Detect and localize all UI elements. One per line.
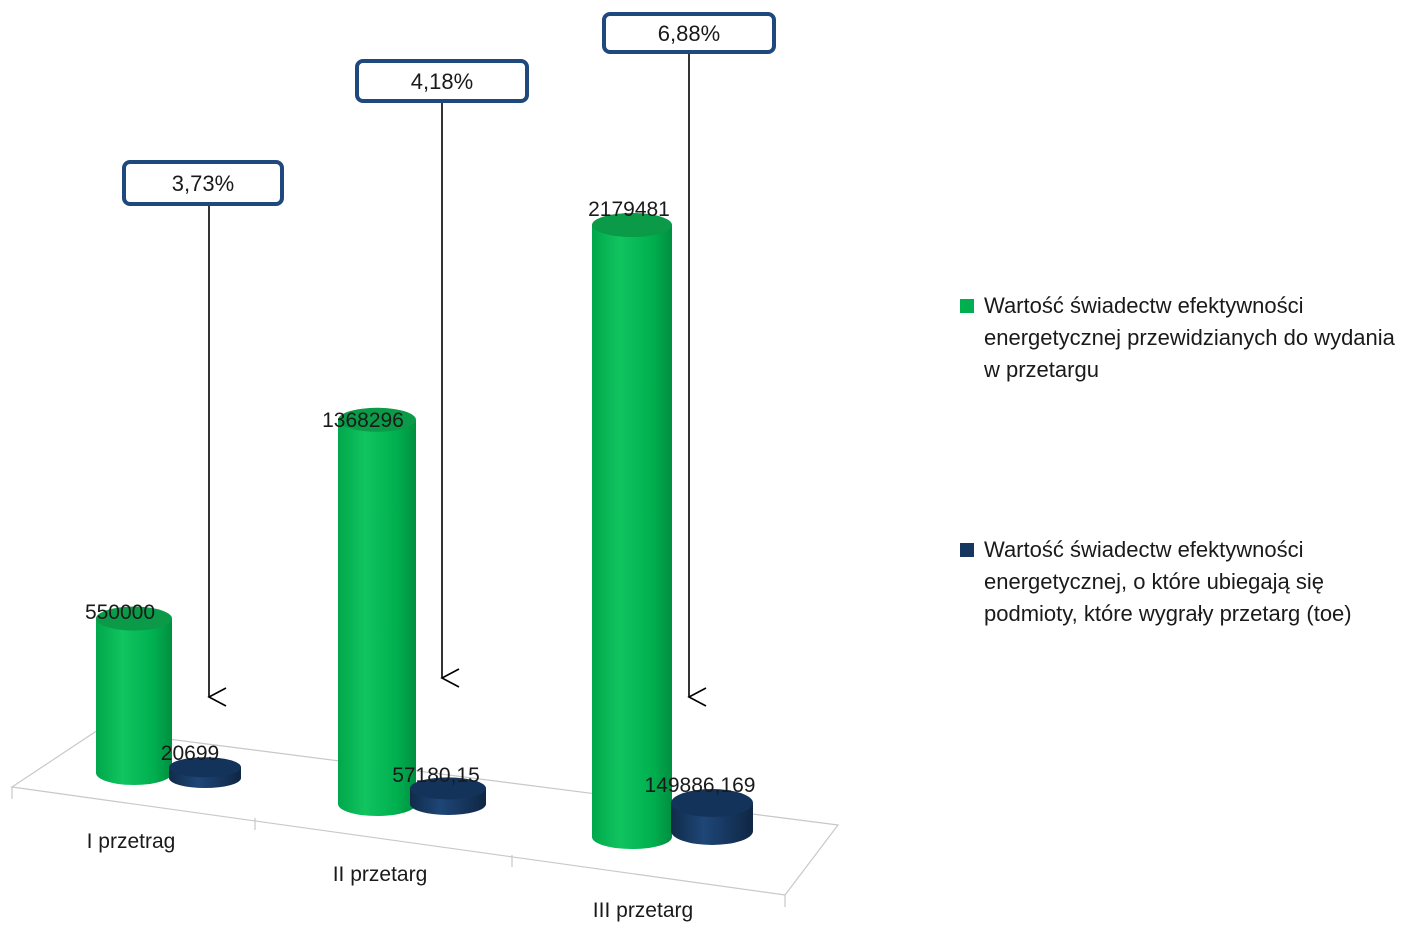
bar-series-2: [410, 777, 486, 815]
callout-label: 4,18%: [411, 69, 473, 94]
data-label: 550000: [85, 601, 155, 624]
bar-series-1: [592, 213, 672, 849]
legend-label-series-2: Wartość świadectw efektywności energetyc…: [984, 537, 1352, 626]
bar-series-2: [671, 789, 753, 845]
bar-series-1: [338, 407, 416, 816]
data-label: 2179481: [588, 198, 670, 221]
bar-series-1: [96, 606, 172, 785]
x-tick-label: II przetarg: [333, 863, 428, 886]
callout-label: 3,73%: [172, 171, 234, 196]
data-label: 1368296: [322, 409, 404, 432]
data-label: 20699: [161, 742, 219, 765]
labels-group: I przetrag II przetarg III przetarg 550000 1…: [85, 198, 756, 922]
legend-swatch-green: [960, 299, 974, 313]
legend-item-series-2: Wartość świadectw efektywności energetyc…: [960, 534, 1405, 630]
percentage-callout: 6,88%: [602, 12, 776, 707]
legend-second: Wartość świadectw efektywności energetyc…: [960, 534, 1405, 630]
x-tick-label: I przetrag: [87, 830, 176, 853]
callouts-group: 3,73% 4,18% 6,88%: [122, 12, 776, 707]
percentage-callout: 3,73%: [122, 160, 284, 707]
data-label: 149886,169: [645, 774, 756, 797]
callout-box: [122, 160, 284, 206]
callout-box: [602, 12, 776, 54]
percentage-callout: 4,18%: [355, 59, 529, 688]
legend-item-series-1: Wartość świadectw efektywności energetyc…: [960, 290, 1405, 386]
callout-label: 6,88%: [658, 21, 720, 46]
data-label: 57180,15: [392, 764, 480, 787]
callout-box: [355, 59, 529, 103]
legend: Wartość świadectw efektywności energetyc…: [960, 290, 1405, 386]
legend-label-series-1: Wartość świadectw efektywności energetyc…: [984, 293, 1395, 382]
bar-series-2: [169, 757, 241, 788]
legend-swatch-navy: [960, 543, 974, 557]
bars-group: [96, 213, 753, 849]
x-tick-label: III przetarg: [593, 899, 693, 922]
